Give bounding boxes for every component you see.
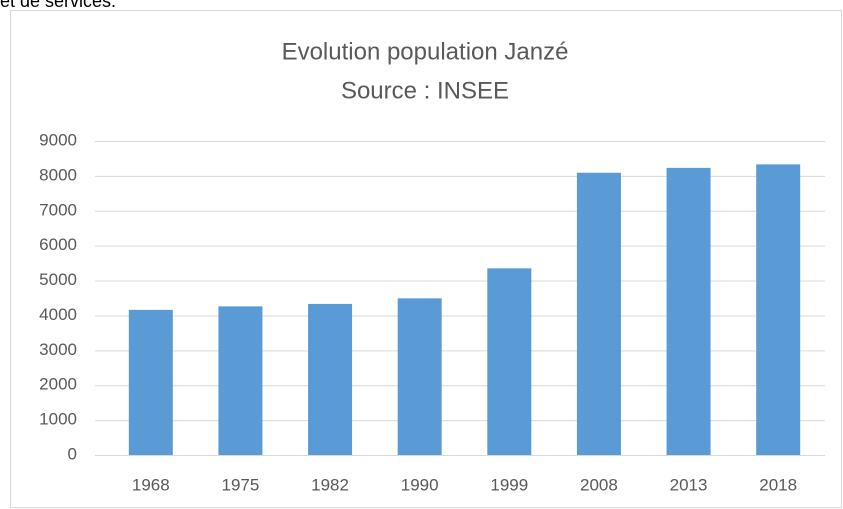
bar	[218, 306, 263, 455]
y-tick-label: 0	[68, 444, 77, 463]
bar	[128, 309, 173, 455]
x-tick-label: 1999	[490, 475, 528, 494]
bar	[576, 172, 621, 455]
y-tick-label: 5000	[39, 270, 77, 289]
bar	[308, 303, 353, 455]
chart-frame	[10, 10, 842, 508]
y-tick-label: 8000	[39, 165, 77, 184]
header-text: et de services.	[0, 0, 116, 11]
y-tick-label: 9000	[39, 130, 77, 149]
bar	[666, 167, 711, 455]
y-tick-label: 3000	[39, 340, 77, 359]
x-tick-label: 1975	[222, 475, 260, 494]
chart-title: Evolution population Janzé	[282, 38, 569, 65]
y-tick-label: 2000	[39, 375, 77, 394]
y-tick-label: 7000	[39, 200, 77, 219]
x-tick-label: 1990	[401, 475, 439, 494]
x-tick-label: 1968	[132, 475, 170, 494]
bar	[756, 164, 801, 455]
x-tick-label: 2008	[580, 475, 618, 494]
x-tick-label: 2018	[759, 475, 797, 494]
bar	[397, 298, 442, 455]
x-tick-label: 2013	[670, 475, 708, 494]
x-tick-label: 1982	[311, 475, 349, 494]
y-tick-label: 1000	[39, 410, 77, 429]
y-tick-label: 4000	[39, 305, 77, 324]
y-tick-label: 6000	[39, 235, 77, 254]
chart-subtitle: Source : INSEE	[341, 77, 509, 104]
bar	[487, 268, 532, 455]
